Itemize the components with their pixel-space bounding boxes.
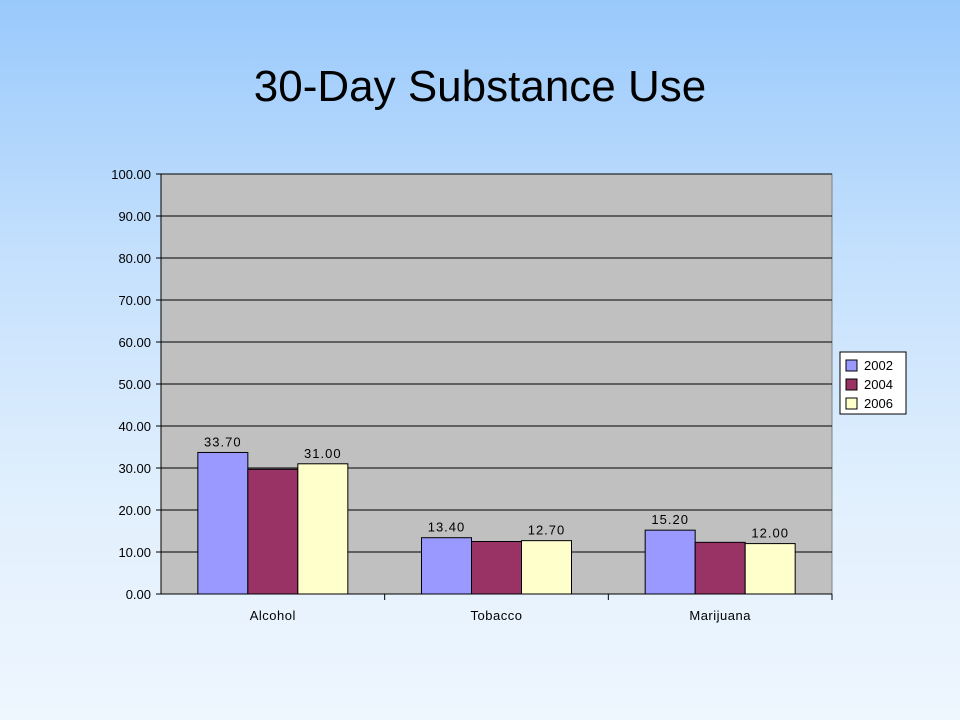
y-tick-label: 10.00 (118, 545, 151, 560)
data-label: 13.40 (428, 520, 466, 535)
bar-alcohol-2006 (297, 463, 349, 595)
y-tick-label: 30.00 (118, 461, 151, 476)
x-tick-label: Tobacco (471, 608, 523, 623)
bar-marijuana-2004 (694, 541, 746, 595)
y-tick-label: 70.00 (118, 293, 151, 308)
y-tick-label: 0.00 (126, 587, 151, 602)
data-label: 12.70 (528, 523, 566, 538)
data-label: 12.00 (751, 526, 789, 541)
slide-title: 30-Day Substance Use (253, 62, 707, 111)
legend-swatch (845, 397, 858, 410)
data-label: 31.00 (304, 446, 342, 461)
y-tick-label: 40.00 (118, 419, 151, 434)
data-label: 33.70 (204, 434, 242, 449)
bar-tobacco-2006 (521, 540, 572, 595)
legend-label: 2004 (864, 377, 893, 392)
bar-tobacco-2004 (471, 541, 522, 595)
bar-tobacco-2002 (421, 537, 472, 595)
x-tick-label: Alcohol (250, 608, 296, 623)
bar-marijuana-2006 (744, 543, 796, 595)
bar-alcohol-2004 (247, 468, 299, 595)
y-tick-label: 20.00 (118, 503, 151, 518)
legend-label: 2002 (864, 358, 893, 373)
legend-swatch (845, 359, 858, 372)
y-tick-label: 100.00 (111, 167, 151, 182)
y-tick-label: 80.00 (118, 251, 151, 266)
legend-swatch (845, 378, 858, 391)
y-tick-label: 50.00 (118, 377, 151, 392)
legend-label: 2006 (864, 396, 893, 411)
bar-marijuana-2002 (644, 529, 696, 595)
x-tick-label: Marijuana (689, 608, 751, 623)
bar-alcohol-2002 (197, 451, 249, 595)
y-tick-label: 90.00 (118, 209, 151, 224)
y-tick-label: 60.00 (118, 335, 151, 350)
data-label: 15.20 (651, 512, 689, 527)
